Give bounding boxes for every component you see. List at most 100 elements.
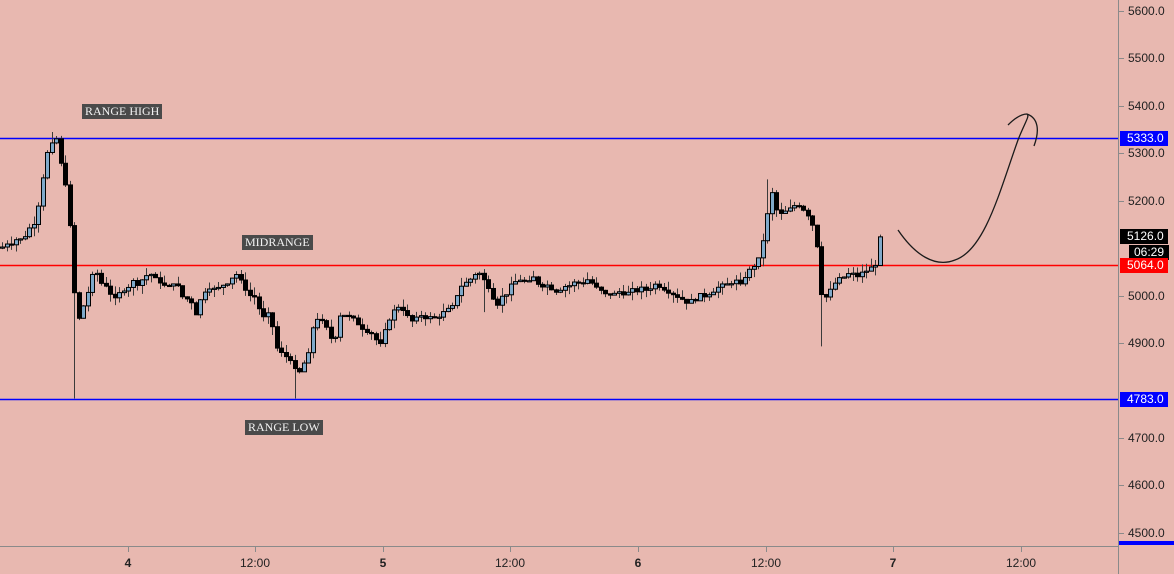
- time-tick-mark: [128, 547, 129, 552]
- candle-up: [54, 138, 59, 144]
- candle-up: [752, 266, 757, 270]
- candle-down: [104, 282, 109, 287]
- time-tick-label: 12:00: [1005, 556, 1037, 570]
- range-low-price-badge: 4783.0: [1120, 392, 1168, 407]
- candle-down: [288, 356, 293, 362]
- candle-up: [50, 142, 55, 153]
- candle-up: [477, 272, 482, 276]
- candle-up: [234, 274, 239, 279]
- candle-up: [126, 286, 131, 292]
- candle-up: [545, 284, 550, 288]
- candle-up: [567, 285, 572, 288]
- candle-up: [792, 205, 797, 209]
- candle-up: [441, 311, 446, 318]
- candle-down: [801, 205, 806, 211]
- candle-up: [122, 290, 127, 294]
- candle-up: [473, 274, 478, 280]
- candle-up: [518, 279, 523, 283]
- candle-down: [185, 296, 190, 300]
- range-high-price-badge: 5333.0: [1120, 131, 1168, 146]
- candle-down: [113, 293, 118, 299]
- candle-down: [536, 276, 541, 285]
- time-tick-label: 5: [379, 556, 387, 570]
- candle-down: [779, 209, 784, 214]
- candle-up: [18, 238, 23, 241]
- candle-up: [464, 281, 469, 287]
- candle-down: [135, 280, 140, 286]
- midrange-annotation[interactable]: MIDRANGE: [242, 235, 313, 250]
- candle-up: [527, 280, 532, 283]
- candle-down: [243, 279, 248, 291]
- candle-up: [873, 264, 878, 268]
- candle-down: [275, 326, 280, 349]
- candle-down: [662, 286, 667, 291]
- time-axis[interactable]: 4 12:00 5 12:00 6 12:00 7 12:00: [0, 546, 1118, 574]
- price-tick-label: 4500.0: [1128, 526, 1165, 540]
- candle-up: [23, 236, 28, 240]
- candle-up: [864, 270, 869, 273]
- candle-up: [558, 289, 563, 293]
- candle-down: [774, 192, 779, 211]
- candle-down: [797, 205, 802, 208]
- candlestick-chart[interactable]: [0, 0, 1118, 546]
- candle-down: [248, 289, 253, 297]
- candle-down: [59, 138, 64, 164]
- candle-up: [504, 294, 509, 297]
- candle-down: [855, 272, 860, 278]
- candle-up: [198, 299, 203, 316]
- candle-up: [311, 327, 316, 354]
- candle-down: [522, 279, 527, 282]
- candle-up: [266, 312, 271, 318]
- candle-up: [585, 279, 590, 284]
- price-tick-label: 5600.0: [1128, 4, 1165, 18]
- candle-down: [63, 162, 68, 186]
- candle-up: [419, 315, 424, 318]
- time-tick-label: 12:00: [239, 556, 271, 570]
- candle-down: [180, 285, 185, 298]
- candle-up: [81, 305, 86, 319]
- candle-up: [509, 283, 514, 296]
- candle-up: [86, 291, 91, 307]
- candle-up: [725, 283, 730, 286]
- candle-up: [212, 287, 217, 290]
- candle-up: [32, 223, 37, 229]
- candle-down: [576, 281, 581, 284]
- candle-up: [720, 283, 725, 288]
- candle-up: [437, 316, 442, 319]
- candle-down: [158, 277, 163, 284]
- candle-up: [207, 288, 212, 293]
- candle-down: [666, 289, 671, 294]
- candle-up: [860, 271, 865, 278]
- candle-down: [671, 292, 676, 296]
- candle-up: [468, 278, 473, 283]
- candle-down: [824, 294, 829, 298]
- candle-up: [95, 272, 100, 276]
- chart-pane[interactable]: RANGE HIGH MIDRANGE RANGE LOW: [0, 0, 1118, 546]
- candle-down: [99, 272, 104, 284]
- candle-up: [230, 277, 235, 285]
- price-tick-label: 5200.0: [1128, 194, 1165, 208]
- candle-down: [365, 328, 370, 333]
- price-tick-label: 5500.0: [1128, 51, 1165, 65]
- range-low-annotation[interactable]: RANGE LOW: [245, 420, 323, 435]
- price-tick-mark: [1119, 58, 1124, 59]
- price-axis[interactable]: 5600.0 5500.0 5400.0 5300.0 5200.0 5000.0 4900…: [1118, 0, 1174, 574]
- candle-up: [833, 282, 838, 290]
- candle-up: [203, 291, 208, 301]
- candle-up: [140, 279, 145, 286]
- price-tick-mark: [1119, 438, 1124, 439]
- price-tick-mark: [1119, 296, 1124, 297]
- candle-down: [284, 351, 289, 358]
- candle-up: [216, 286, 221, 290]
- candle-up: [36, 205, 41, 225]
- range-high-annotation[interactable]: RANGE HIGH: [82, 104, 163, 119]
- candle-up: [851, 272, 856, 275]
- candle-down: [599, 286, 604, 291]
- candle-down: [635, 288, 640, 293]
- candle-up: [531, 276, 536, 282]
- candle-down: [594, 282, 599, 288]
- price-tick-mark: [1119, 201, 1124, 202]
- candle-up: [338, 315, 343, 338]
- candle-down: [621, 291, 626, 296]
- midrange-price-badge: 5064.0: [1120, 258, 1168, 273]
